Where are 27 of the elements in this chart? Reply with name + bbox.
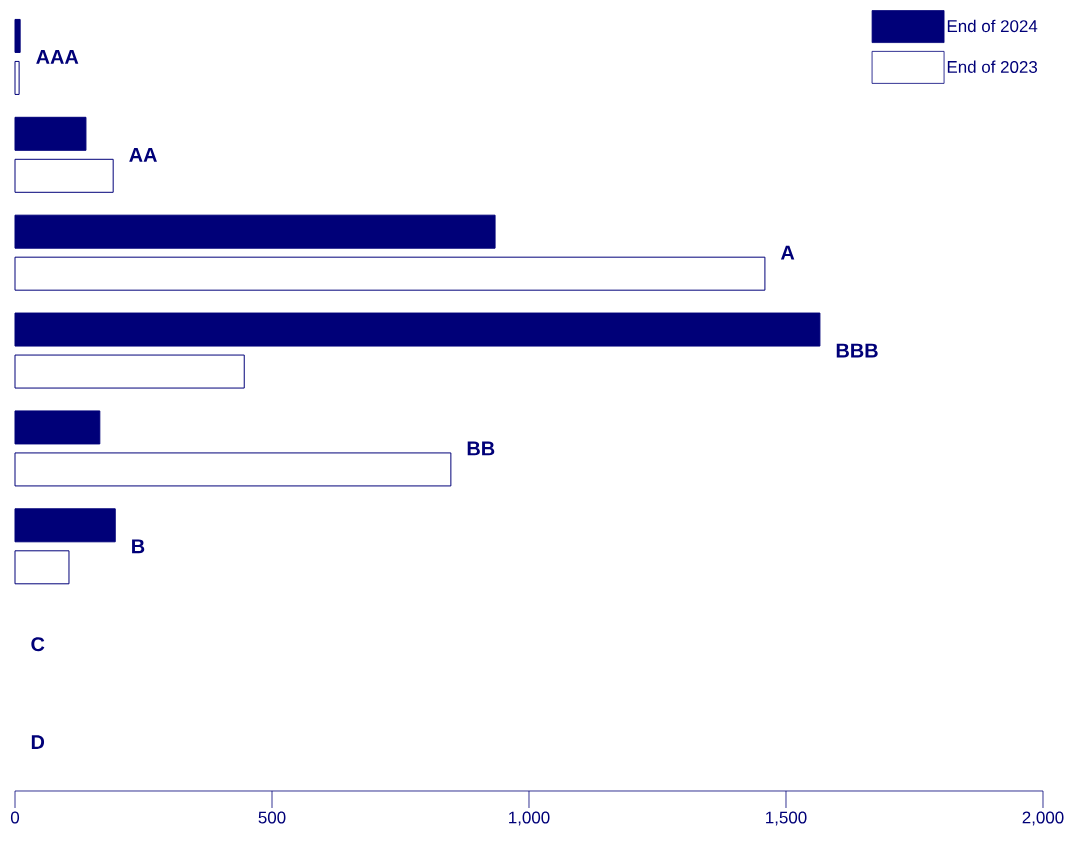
bar	[14, 60, 20, 95]
x-tick-label: 1,000	[509, 811, 550, 826]
y-tick-label: BBB	[836, 343, 878, 358]
bar	[14, 256, 766, 291]
y-tick-label: D	[31, 735, 45, 749]
y-tick-label: AA	[129, 147, 157, 162]
y-tick-label: C	[31, 637, 45, 652]
bar	[14, 508, 116, 543]
y-tick-label: A	[780, 245, 795, 260]
bar	[14, 410, 101, 445]
bar	[14, 452, 452, 487]
bar	[14, 312, 821, 347]
x-tick-label: 2,000	[1022, 811, 1064, 826]
y-tick-label: AAA	[36, 50, 79, 64]
bar	[14, 116, 87, 151]
legend-label: End of 2023	[947, 60, 1038, 73]
x-tick-label: 500	[258, 811, 286, 824]
bar	[14, 354, 245, 389]
y-tick-label: BB	[467, 441, 495, 456]
x-tick-label: 0	[10, 811, 20, 824]
bar	[14, 158, 114, 193]
y-tick-label: B	[132, 539, 145, 554]
bar	[14, 18, 21, 53]
bar	[14, 214, 496, 249]
bar	[14, 550, 70, 585]
x-tick-label: 1,500	[766, 811, 807, 826]
legend-label: End of 2024	[947, 19, 1038, 33]
